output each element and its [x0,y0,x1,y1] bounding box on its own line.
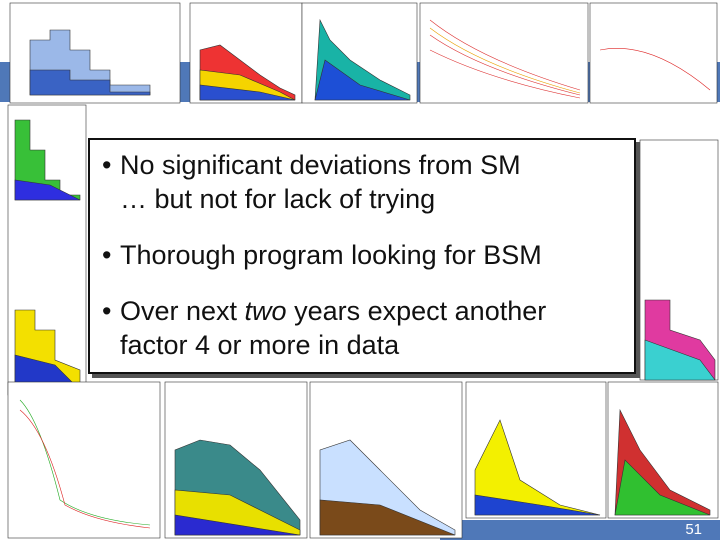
bullet-text: Thorough program looking for BSM [120,240,542,270]
bullet-text: … but not for lack of trying [120,184,436,214]
bullet-text: factor 4 or more in data [120,330,400,360]
page-number: 51 [685,521,702,538]
bullet-line: … but not for lack of trying [120,182,634,216]
bullet-text: Over next [120,296,245,326]
bullet-line: Over next two years expect another [120,294,634,328]
plot-panel [7,2,719,539]
bullet-line: Thorough program looking for BSM [120,238,634,272]
bullet-text: two [244,296,287,326]
bullet: Thorough program looking for BSM [90,238,634,272]
bottom-band [440,520,720,540]
bullet-line: factor 4 or more in data [120,328,634,362]
bullet-text: years expect another [286,296,547,326]
text-box: No significant deviations from SM … but n… [88,138,636,374]
bullet-text: No significant deviations from SM [120,150,521,180]
bullet-line: No significant deviations from SM [120,148,634,182]
bullet: Over next two years expect anotherfactor… [90,294,634,362]
bullet: No significant deviations from SM … but n… [90,148,634,216]
